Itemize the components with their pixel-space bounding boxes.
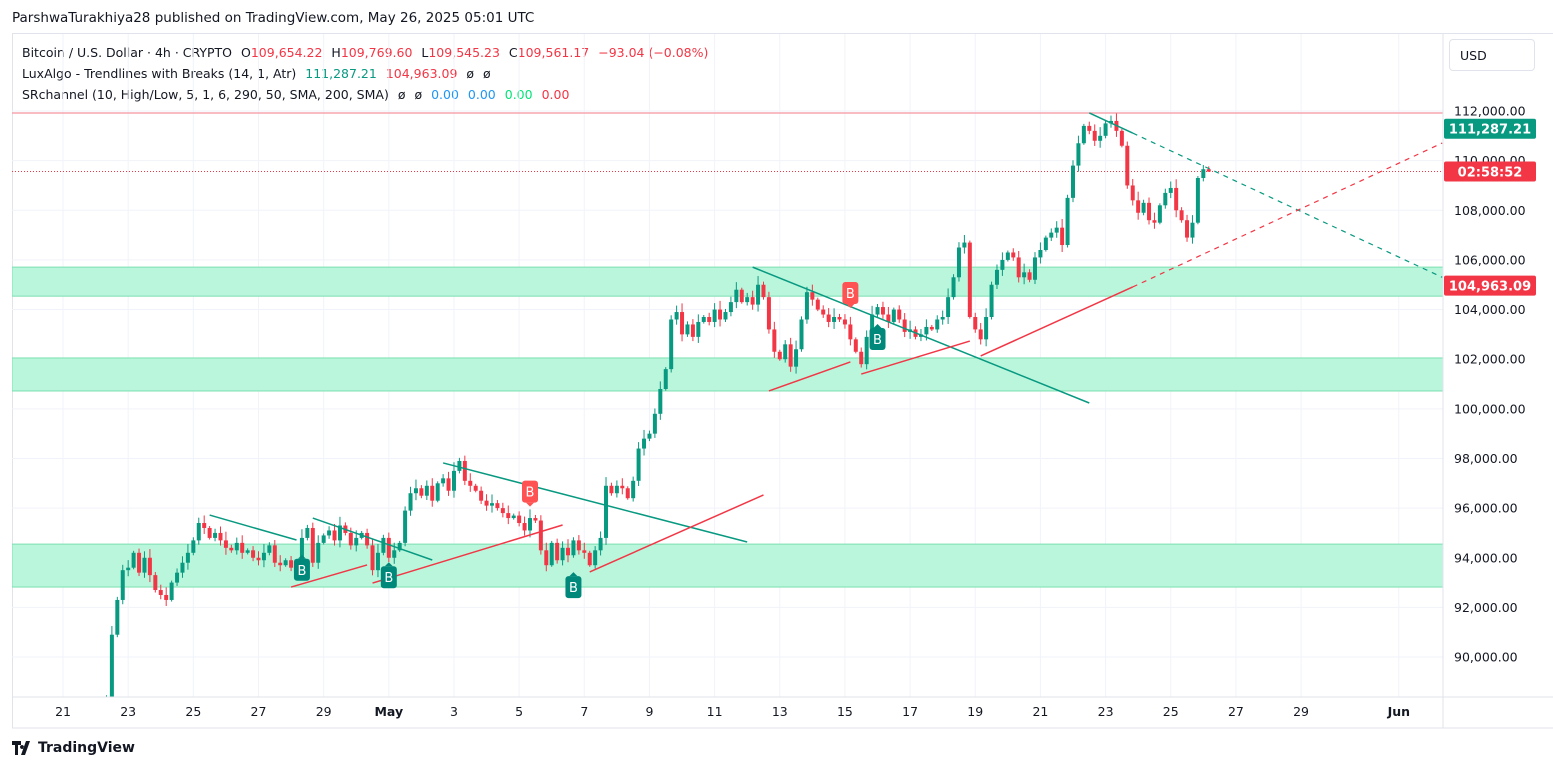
indicator-value: 0.00 [431, 87, 459, 102]
symbol-title[interactable]: Bitcoin / U.S. Dollar · 4h · CRYPTO [22, 45, 233, 60]
indicator-value: 111,287.21 [305, 66, 377, 81]
indicator-value: ø [483, 66, 491, 81]
low-value: 109,545.23 [428, 45, 500, 60]
brand-name: TradingView [38, 740, 135, 756]
high-label: H [331, 45, 341, 60]
indicator-legend-srchannel: SRchannel (10, High/Low, 5, 1, 6, 290, 5… [22, 87, 574, 102]
low-label: L [421, 45, 429, 60]
change-value: −93.04 (−0.08%) [598, 45, 709, 60]
chart-frame [12, 33, 1553, 728]
indicator-name[interactable]: SRchannel (10, High/Low, 5, 1, 6, 290, 5… [22, 87, 389, 102]
indicator-value: 0.00 [504, 87, 533, 102]
open-label: O [241, 45, 251, 60]
tradingview-logo-icon [12, 741, 30, 755]
open-value: 109,654.22 [250, 45, 323, 60]
indicator-value: ø [466, 66, 475, 81]
indicator-value: 0.00 [467, 87, 496, 102]
indicator-value: 104,963.09 [385, 66, 458, 81]
symbol-legend: Bitcoin / U.S. Dollar · 4h · CRYPTO O109… [22, 45, 713, 60]
currency-button[interactable]: USD [1449, 39, 1535, 71]
indicator-name[interactable]: LuxAlgo - Trendlines with Breaks (14, 1,… [22, 66, 297, 81]
indicator-value: ø [414, 87, 423, 102]
close-label: C [508, 45, 518, 60]
indicator-value: 0.00 [541, 87, 570, 102]
published-caption: ParshwaTurakhiya28 published on TradingV… [12, 10, 535, 26]
indicator-legend-luxalgo: LuxAlgo - Trendlines with Breaks (14, 1,… [22, 66, 496, 81]
high-value: 109,769.60 [340, 45, 413, 60]
close-value: 109,561.17 [517, 45, 590, 60]
tradingview-logo[interactable]: TradingView [12, 740, 135, 756]
indicator-value: ø [397, 87, 406, 102]
